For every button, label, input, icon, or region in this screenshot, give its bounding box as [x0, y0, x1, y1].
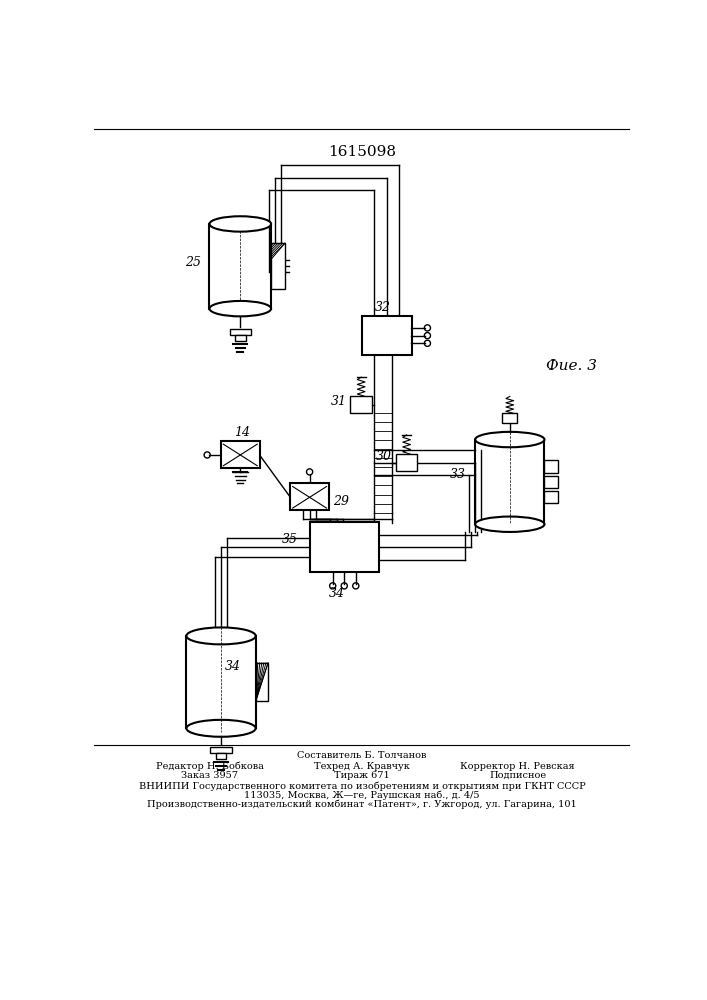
Bar — [291, 483, 329, 510]
Text: 33: 33 — [450, 468, 466, 481]
Bar — [544, 460, 559, 473]
Ellipse shape — [475, 517, 544, 532]
Text: Заказ 3957: Заказ 3957 — [181, 771, 238, 780]
Text: 14: 14 — [235, 426, 250, 439]
Text: ВНИИПИ Государственного комитета по изобретениям и открытиям при ГКНТ СССР: ВНИИПИ Государственного комитета по изоб… — [139, 781, 585, 791]
Bar — [230, 329, 251, 335]
Text: 34: 34 — [225, 660, 240, 673]
Text: Подписное: Подписное — [489, 771, 546, 780]
Text: Редактор Н. Бобкова: Редактор Н. Бобкова — [156, 761, 264, 771]
Bar — [475, 440, 544, 524]
Bar — [187, 636, 256, 728]
Text: 1615098: 1615098 — [328, 145, 396, 159]
Text: Корректор Н. Ревская: Корректор Н. Ревская — [460, 762, 575, 771]
Bar — [209, 224, 271, 309]
Text: 25: 25 — [185, 256, 201, 269]
Ellipse shape — [187, 627, 256, 644]
Text: 32: 32 — [375, 301, 391, 314]
Ellipse shape — [209, 301, 271, 316]
Bar — [502, 413, 518, 423]
Ellipse shape — [475, 432, 544, 447]
Bar — [351, 396, 372, 413]
Bar — [310, 522, 379, 572]
Ellipse shape — [187, 720, 256, 737]
Text: 30: 30 — [376, 450, 392, 463]
Text: Тираж 671: Тираж 671 — [334, 771, 390, 780]
Text: 113035, Москва, Ж—ге, Раушская наб., д. 4/5: 113035, Москва, Ж—ге, Раушская наб., д. … — [244, 791, 480, 800]
Text: 29: 29 — [333, 495, 349, 508]
Bar — [544, 491, 559, 503]
Bar — [271, 243, 285, 289]
Bar — [210, 747, 232, 753]
Text: Производственно-издательский комбинат «Патент», г. Ужгород, ул. Гагарина, 101: Производственно-издательский комбинат «П… — [147, 800, 577, 809]
Text: Фие. 3: Фие. 3 — [546, 359, 597, 373]
Bar — [221, 441, 259, 468]
Bar — [235, 335, 246, 341]
Ellipse shape — [209, 216, 271, 232]
Bar — [362, 316, 412, 355]
Bar — [216, 753, 226, 759]
Bar — [544, 476, 559, 488]
Text: Техред А. Кравчук: Техред А. Кравчук — [314, 762, 410, 771]
Bar — [396, 454, 417, 471]
Text: 34: 34 — [329, 587, 344, 600]
Bar — [256, 663, 268, 701]
Text: 35: 35 — [282, 533, 298, 546]
Text: 31: 31 — [331, 395, 346, 408]
Text: Составитель Б. Толчанов: Составитель Б. Толчанов — [297, 751, 426, 760]
